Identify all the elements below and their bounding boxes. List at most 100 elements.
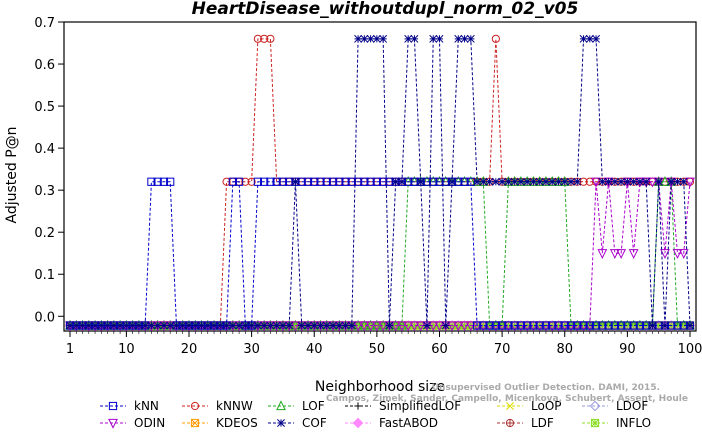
data-point xyxy=(329,321,337,330)
data-point xyxy=(673,321,682,330)
data-point xyxy=(542,177,550,186)
data-point xyxy=(372,34,381,43)
legend-marker xyxy=(354,402,362,410)
data-point xyxy=(617,177,626,186)
legend-label: LDOF xyxy=(616,399,648,413)
data-point xyxy=(391,177,400,186)
data-point xyxy=(72,321,81,330)
y-tick-label: 0.5 xyxy=(34,100,55,115)
data-point xyxy=(360,177,369,186)
data-point xyxy=(685,177,695,188)
data-point xyxy=(573,321,582,330)
data-point xyxy=(567,177,575,186)
legend-marker xyxy=(276,400,286,411)
data-point xyxy=(592,34,601,43)
data-point xyxy=(78,321,87,330)
x-tick-label: 40 xyxy=(306,342,323,357)
legend-item-INFLO: INFLO xyxy=(582,416,651,430)
data-point xyxy=(247,321,256,330)
data-point xyxy=(304,321,312,330)
legend-marker xyxy=(190,401,200,411)
data-point xyxy=(597,249,608,259)
data-point xyxy=(491,321,500,330)
data-point xyxy=(322,177,331,186)
data-point xyxy=(97,321,106,330)
data-point xyxy=(103,321,112,330)
data-point xyxy=(372,177,381,186)
chart-title: HeartDisease_withoutdupl_norm_02_v05 xyxy=(192,0,579,19)
legend-item-FastABOD: FastABOD xyxy=(345,416,438,430)
legend-label: ODIN xyxy=(134,416,165,430)
series-line xyxy=(70,181,690,327)
legend-label: kNN xyxy=(134,399,159,413)
legend-marker xyxy=(506,402,514,410)
data-point xyxy=(504,321,513,330)
data-point xyxy=(84,321,93,330)
y-tick-label: 0.2 xyxy=(34,226,55,241)
data-point xyxy=(448,177,456,186)
data-point xyxy=(310,177,319,186)
data-point xyxy=(409,321,420,332)
data-point xyxy=(604,177,613,186)
x-tick-label: 90 xyxy=(619,342,636,357)
data-point xyxy=(141,321,150,330)
series-line xyxy=(70,181,691,327)
data-point xyxy=(222,177,231,186)
data-point xyxy=(516,321,526,330)
data-point xyxy=(504,177,513,186)
data-point xyxy=(535,321,544,330)
legend-item-KDEOS: KDEOS xyxy=(182,416,258,430)
credit-line-1: Campos, Zimek, Sander, Campello, Micenko… xyxy=(326,394,688,404)
y-tick-label: 0.3 xyxy=(34,184,55,199)
data-point xyxy=(554,177,563,186)
data-point xyxy=(479,177,488,186)
x-tick-label: 70 xyxy=(494,342,511,357)
data-point xyxy=(91,321,100,330)
data-point xyxy=(585,34,594,43)
data-point xyxy=(385,321,394,330)
x-tick-label: 20 xyxy=(181,342,198,357)
data-point xyxy=(498,321,507,330)
data-point xyxy=(604,321,613,330)
data-point xyxy=(347,321,356,330)
x-tick-label: 100 xyxy=(678,342,702,357)
data-point xyxy=(485,177,494,186)
data-point xyxy=(66,321,74,330)
data-point xyxy=(434,321,445,332)
y-axis-label: Adjusted P@n xyxy=(4,126,20,223)
data-point xyxy=(610,177,619,186)
data-point xyxy=(116,321,125,330)
data-point xyxy=(479,321,488,330)
data-point xyxy=(628,249,639,259)
data-point xyxy=(629,177,638,186)
data-point xyxy=(328,177,338,186)
legend-item-LOF: LOF xyxy=(268,399,325,413)
data-point xyxy=(297,321,306,330)
x-tick-label: 50 xyxy=(369,342,386,357)
legend-item-ODIN: ODIN xyxy=(100,416,165,430)
data-point xyxy=(410,34,419,43)
data-point xyxy=(335,321,344,330)
y-axis: 0.0 0.1 0.2 0.3 0.4 0.5 0.6 0.7 xyxy=(34,16,64,325)
legend-label: FastABOD xyxy=(379,416,438,430)
data-point xyxy=(623,177,632,186)
data-point xyxy=(679,177,688,186)
data-point xyxy=(166,177,175,186)
data-point xyxy=(485,321,494,330)
legend-marker xyxy=(277,419,285,427)
data-point xyxy=(378,321,389,332)
data-point xyxy=(635,177,644,186)
series-COF xyxy=(66,34,694,330)
data-point xyxy=(635,321,644,330)
data-point xyxy=(272,177,281,186)
legend-label: SimplifiedLOF xyxy=(379,399,461,413)
data-point xyxy=(235,321,244,330)
data-point xyxy=(498,177,507,186)
data-point xyxy=(598,321,607,330)
data-point xyxy=(529,321,538,330)
data-point xyxy=(253,34,262,43)
data-point xyxy=(686,321,694,330)
legend-label: COF xyxy=(302,416,327,430)
data-point xyxy=(416,177,425,186)
series-kNN xyxy=(65,177,695,330)
